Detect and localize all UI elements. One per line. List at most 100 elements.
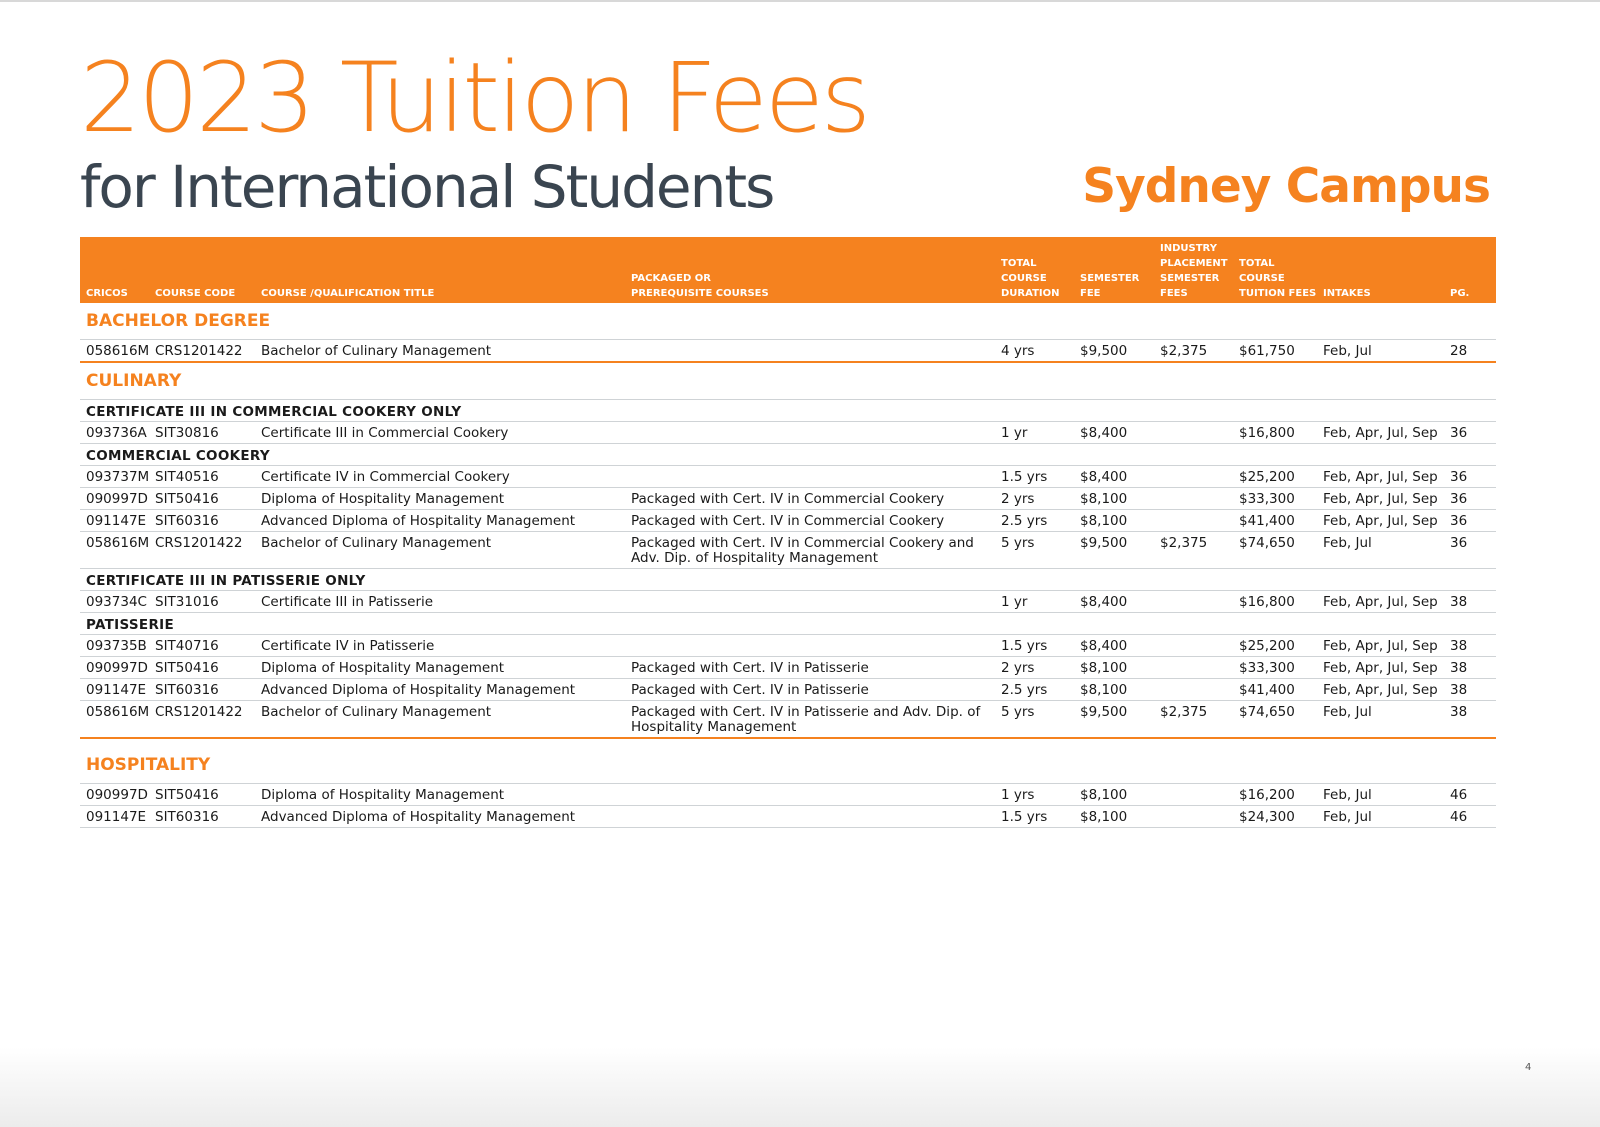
table-cell: 38 [1450,660,1468,676]
table-cell: $8,400 [1080,425,1128,441]
table-cell: $8,400 [1080,469,1128,485]
table-cell: 28 [1450,343,1468,359]
table-cell: Feb, Apr, Jul, Sep [1323,425,1438,441]
table-cell: 093735B [86,638,147,654]
table-cell: 058616M [86,704,150,720]
table-cell: $9,500 [1080,535,1128,551]
column-header: INTAKES [1323,288,1371,299]
table-row: 093735B SIT40716 Certificate IV in Patisse… [80,635,1496,657]
table-cell: CRS1201422 [155,704,243,720]
table-cell: Bachelor of Culinary Management [261,704,492,720]
table-cell: Feb, Apr, Jul, Sep [1323,682,1438,698]
column-header: PG. [1450,288,1470,299]
page-bottom-shadow [0,1047,1600,1127]
top-border [0,0,1600,2]
table-cell: 36 [1450,491,1468,507]
table-cell: $16,200 [1239,787,1295,803]
table-cell: Advanced Diploma of Hospitality Manageme… [261,809,576,825]
table-cell: $8,100 [1080,682,1128,698]
table-cell: 38 [1450,704,1468,720]
table-cell: Packaged with Cert. IV in Patisserie and… [631,704,981,735]
table-cell: $61,750 [1239,343,1295,359]
campus-label: Sydney Campus [1082,159,1491,214]
table-cell: $9,500 [1080,343,1128,359]
table-header: CRICOS COURSE CODE COURSE /QUALIFICATION T… [80,237,1496,303]
table-row: 058616M CRS1201422 Bachelor of Culinary Ma… [80,340,1496,363]
table-cell: 058616M [86,343,150,359]
column-header: TOTAL COURSE DURATION [1001,258,1060,299]
column-header: PACKAGED OR PREREQUISITE COURSES [631,273,769,299]
page-number: 4 [1525,1062,1532,1073]
table-cell: $41,400 [1239,682,1295,698]
table-row: 093736A SIT30816 Certificate III in Commer… [80,422,1496,444]
table-cell: SIT50416 [155,660,219,676]
table-cell: $74,650 [1239,535,1295,551]
table-cell: $8,100 [1080,660,1128,676]
table-cell: Feb, Jul [1323,535,1372,551]
table-cell: 058616M [86,535,150,551]
table-cell: CRS1201422 [155,343,243,359]
table-row: 090997D SIT50416 Diploma of Hospitality Ma… [80,784,1496,806]
table-cell: $9,500 [1080,704,1128,720]
column-header: COURSE /QUALIFICATION TITLE [261,288,435,299]
subsection-heading: CERTIFICATE III IN PATISSERIE ONLY [80,569,1496,591]
table-cell: SIT30816 [155,425,219,441]
table-row: 090997D SIT50416 Diploma of Hospitality Ma… [80,488,1496,510]
table-cell: Bachelor of Culinary Management [261,343,492,359]
table-cell: $25,200 [1239,638,1295,654]
table-cell: $25,200 [1239,469,1295,485]
table-cell: 2 yrs [1001,660,1035,676]
table-cell: 36 [1450,425,1468,441]
table-cell: 090997D [86,491,148,507]
table-cell: Diploma of Hospitality Management [261,787,505,803]
table-cell: 2.5 yrs [1001,682,1048,698]
table-cell: $2,375 [1160,343,1208,359]
table-row: 058616M CRS1201422 Bachelor of Culinary Ma… [80,532,1496,569]
table-cell: $8,100 [1080,513,1128,529]
table-cell: $8,400 [1080,638,1128,654]
table-cell: 5 yrs [1001,704,1035,720]
column-header: TOTAL COURSE TUITION FEES [1239,258,1317,299]
table-cell: Certificate III in Patisserie [261,594,434,610]
table-cell: 1.5 yrs [1001,469,1048,485]
table-cell: $2,375 [1160,704,1208,720]
table-cell: $41,400 [1239,513,1295,529]
table-cell: 38 [1450,682,1468,698]
table-row: 093734C SIT31016 Certificate III in Patiss… [80,591,1496,613]
table-cell: 5 yrs [1001,535,1035,551]
column-header: INDUSTRY PLACEMENT SEMESTER FEES [1160,243,1228,299]
table-cell: Advanced Diploma of Hospitality Manageme… [261,682,576,698]
table-cell: Diploma of Hospitality Management [261,660,505,676]
table-cell: 2 yrs [1001,491,1035,507]
table-cell: Advanced Diploma of Hospitality Manageme… [261,513,576,529]
table-row: 091147E SIT60316 Advanced Diploma of Hospi… [80,806,1496,828]
table-cell: Feb, Apr, Jul, Sep [1323,491,1438,507]
table-row: 058616M CRS1201422 Bachelor of Culinary Ma… [80,701,1496,739]
page-subtitle: for International Students [80,153,775,221]
subsection-heading: COMMERCIAL COOKERY [80,444,1496,466]
column-header: SEMESTER FEE [1080,273,1140,299]
section-heading: BACHELOR DEGREE [80,303,1496,340]
table-cell: $8,400 [1080,594,1128,610]
table-cell: Diploma of Hospitality Management [261,491,505,507]
table-cell: $8,100 [1080,787,1128,803]
table-cell: SIT50416 [155,491,219,507]
table-cell: SIT31016 [155,594,219,610]
table-cell: $24,300 [1239,809,1295,825]
table-cell: $33,300 [1239,491,1295,507]
table-cell: 46 [1450,809,1468,825]
table-cell: Feb, Apr, Jul, Sep [1323,638,1438,654]
table-cell: 093737M [86,469,150,485]
table-cell: 4 yrs [1001,343,1035,359]
table-cell: 091147E [86,809,147,825]
table-cell: Feb, Jul [1323,809,1372,825]
table-cell: $2,375 [1160,535,1208,551]
table-cell: Packaged with Cert. IV in Patisserie [631,682,869,698]
table-cell: $8,100 [1080,809,1128,825]
table-row: 093737M SIT40516 Certificate IV in Commerc… [80,466,1496,488]
table-cell: Feb, Apr, Jul, Sep [1323,660,1438,676]
column-header: COURSE CODE [155,288,236,299]
table-cell: SIT50416 [155,787,219,803]
table-cell: 36 [1450,535,1468,551]
subsection-heading: PATISSERIE [80,613,1496,635]
